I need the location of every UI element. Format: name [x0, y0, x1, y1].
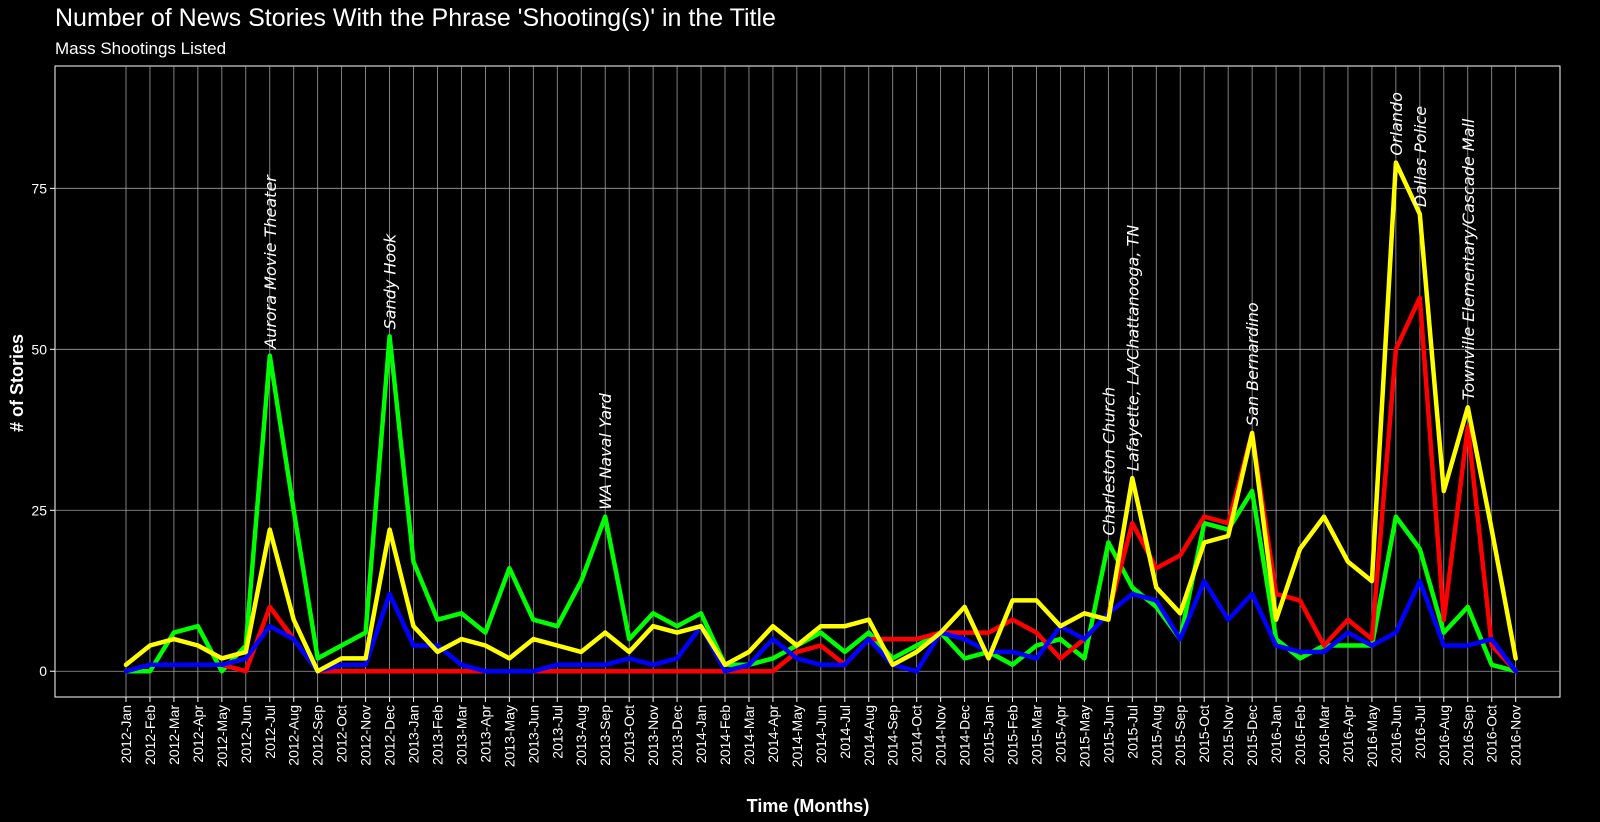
x-tick-label: 2014-May [789, 705, 805, 767]
x-tick-label: 2012-Nov [358, 705, 374, 766]
x-tick-label: 2014-Dec [957, 705, 973, 766]
x-tick-label: 2013-Jun [525, 705, 541, 763]
x-tick-label: 2014-Jun [813, 705, 829, 763]
x-tick-label: 2014-Aug [861, 705, 877, 766]
x-tick-label: 2013-Sep [597, 705, 613, 766]
x-tick-label: 2012-Jun [238, 705, 254, 763]
y-tick-label: 25 [31, 502, 47, 518]
x-tick-label: 2013-Nov [645, 705, 661, 766]
x-tick-label: 2014-Jul [837, 705, 853, 759]
y-tick-label: 0 [39, 663, 47, 679]
x-tick-label: 2013-Aug [573, 705, 589, 766]
x-tick-label: 2014-Apr [765, 705, 781, 763]
x-tick-label: 2012-Oct [334, 705, 350, 763]
x-tick-label: 2016-Oct [1484, 705, 1500, 763]
x-tick-label: 2016-Sep [1460, 705, 1476, 766]
x-tick-label: 2015-Mar [1028, 705, 1044, 765]
x-tick-label: 2015-Jul [1124, 705, 1140, 759]
chart-subtitle: Mass Shootings Listed [55, 39, 227, 58]
annotation-label: Charleston Church [1099, 387, 1118, 536]
annotation-label: Townville Elementary/Cascade Mall [1459, 118, 1478, 400]
x-tick-label: 2016-Aug [1436, 705, 1452, 766]
x-tick-label: 2016-Mar [1316, 705, 1332, 765]
y-tick-label: 75 [31, 180, 47, 196]
x-tick-label: 2016-Apr [1340, 705, 1356, 763]
x-tick-label: 2015-Jan [981, 705, 997, 763]
x-tick-label: 2013-Jan [406, 705, 422, 763]
x-axis-title: Time (Months) [747, 796, 870, 816]
x-tick-label: 2014-Sep [885, 705, 901, 766]
series-layer [123, 160, 1518, 674]
annotation-label: Dallas Police [1411, 106, 1430, 207]
x-tick-label: 2012-Dec [382, 705, 398, 766]
x-tick-label: 2015-May [1076, 705, 1092, 767]
x-tick-label: 2012-May [214, 705, 230, 767]
x-tick-label: 2014-Jan [693, 705, 709, 763]
annotation-label: WA Naval Yard [596, 392, 615, 509]
x-tick-label: 2013-Mar [453, 705, 469, 765]
plot-border [54, 65, 1561, 698]
x-tick-label: 2016-May [1364, 705, 1380, 767]
x-tick-label: 2014-Nov [933, 705, 949, 766]
x-tick-label: 2013-May [501, 705, 517, 767]
x-tick-label: 2016-Jan [1268, 705, 1284, 763]
x-tick-label: 2014-Oct [909, 705, 925, 763]
x-tick-label: 2015-Apr [1052, 705, 1068, 763]
annotation-label: Aurora Movie Theater [261, 174, 280, 350]
x-tick-label: 2013-Oct [621, 705, 637, 763]
chart-title: Number of News Stories With the Phrase '… [55, 4, 776, 32]
x-tick-label: 2015-Oct [1196, 705, 1212, 763]
x-tick-label: 2015-Nov [1220, 705, 1236, 766]
y-tick-label: 50 [31, 341, 47, 357]
grid-layer [54, 65, 1561, 698]
y-axis-title: # of Stories [7, 334, 27, 432]
x-tick-label: 2012-Sep [310, 705, 326, 766]
annotation-label: Lafayette, LA/Chattanooga, TN [1123, 225, 1142, 471]
x-tick-label: 2016-Jul [1412, 705, 1428, 759]
x-tick-label: 2015-Feb [1005, 705, 1021, 765]
x-tick-label: 2012-Jan [118, 705, 134, 763]
annotation-label: Orlando [1387, 92, 1406, 156]
x-tick-label: 2015-Dec [1244, 705, 1260, 766]
x-tick-label: 2016-Nov [1508, 705, 1524, 766]
x-tick-label: 2015-Sep [1172, 705, 1188, 766]
x-tick-label: 2013-Jul [549, 705, 565, 759]
x-tick-label: 2013-Dec [669, 705, 685, 766]
x-tick-label: 2012-Apr [190, 705, 206, 763]
x-tick-label: 2015-Aug [1148, 705, 1164, 766]
x-tick-label: 2016-Jun [1388, 705, 1404, 763]
x-tick-label: 2014-Mar [741, 705, 757, 765]
annotation-layer: Aurora Movie Theater Sandy Hook WA Naval Y… [261, 92, 1478, 536]
x-tick-label: 2012-Mar [166, 705, 182, 765]
x-tick-label: 2016-Feb [1292, 705, 1308, 765]
series-line-3 [123, 578, 1518, 674]
x-tick-label: 2015-Jun [1100, 705, 1116, 763]
x-tick-label: 2013-Apr [477, 705, 493, 763]
x-tick-label: 2014-Feb [717, 705, 733, 765]
x-tick-label: 2012-Feb [142, 705, 158, 765]
annotation-label: San Bernardino [1243, 302, 1262, 426]
series-line-4 [123, 160, 1518, 674]
x-tick-label: 2012-Aug [286, 705, 302, 766]
annotation-label: Sandy Hook [381, 233, 400, 329]
x-tick-label: 2012-Jul [262, 705, 278, 759]
axis-layer: 2012-Jan 2012-Feb 2012-Mar 2012-Apr 2012-May… [31, 180, 1523, 767]
x-tick-label: 2013-Feb [429, 705, 445, 765]
